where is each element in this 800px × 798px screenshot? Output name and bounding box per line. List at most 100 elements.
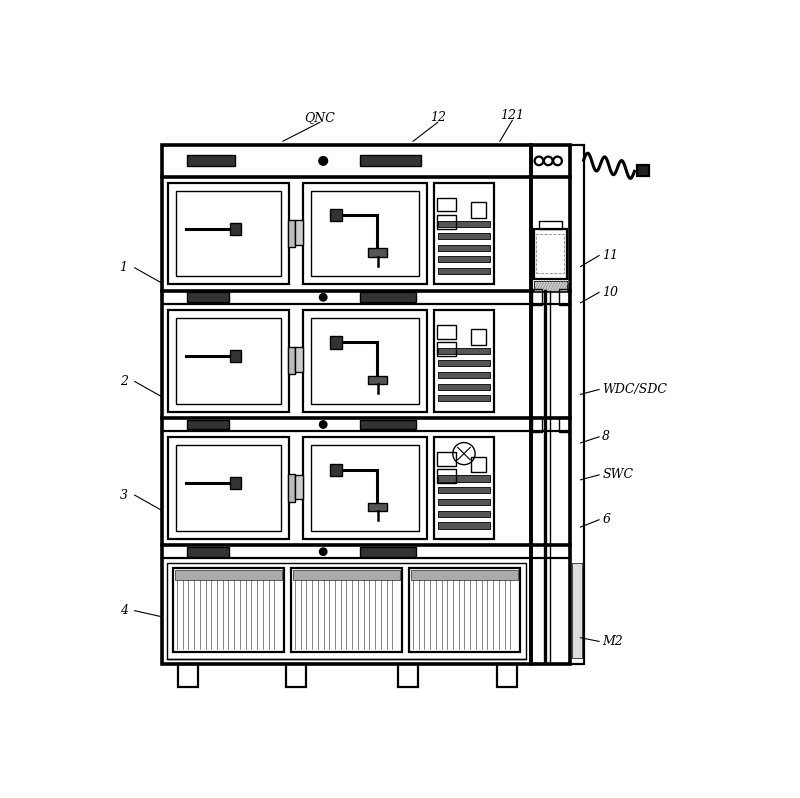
Text: 10: 10 <box>602 286 618 299</box>
Bar <box>295 475 302 500</box>
Bar <box>438 476 490 482</box>
Bar <box>438 372 490 378</box>
Bar <box>438 325 456 338</box>
Bar <box>411 570 518 580</box>
Bar <box>310 318 418 404</box>
Bar <box>302 310 426 412</box>
Bar <box>438 268 490 275</box>
Bar <box>438 215 456 228</box>
Bar <box>438 198 456 211</box>
Bar <box>167 563 526 659</box>
Text: M2: M2 <box>602 635 623 648</box>
Bar <box>572 563 582 658</box>
Bar <box>187 420 229 429</box>
Bar <box>534 281 567 290</box>
Text: WDC/SDC: WDC/SDC <box>602 383 667 396</box>
Bar <box>438 487 490 493</box>
Bar <box>168 310 289 412</box>
Bar <box>302 183 426 284</box>
Circle shape <box>319 156 327 165</box>
Bar <box>330 464 342 476</box>
Bar <box>369 376 387 385</box>
Circle shape <box>319 548 327 555</box>
Text: QNC: QNC <box>305 111 335 124</box>
Bar <box>470 330 486 345</box>
Bar <box>162 145 531 664</box>
Bar <box>438 384 490 389</box>
Bar <box>310 445 418 531</box>
Bar <box>434 310 494 412</box>
Bar <box>534 281 567 290</box>
Bar <box>168 183 289 284</box>
Bar <box>288 474 294 502</box>
Bar <box>291 567 402 652</box>
Bar <box>230 477 241 489</box>
Bar <box>438 452 456 466</box>
Bar <box>438 348 490 354</box>
Bar <box>470 456 486 472</box>
Bar <box>168 437 289 539</box>
Bar <box>531 145 570 664</box>
Bar <box>570 145 584 664</box>
Bar <box>361 292 416 302</box>
Bar <box>558 290 569 306</box>
Bar <box>361 156 421 167</box>
Bar <box>176 191 281 276</box>
Text: SWC: SWC <box>602 468 634 481</box>
Bar <box>361 547 416 557</box>
Bar <box>187 156 235 167</box>
Bar <box>532 417 542 433</box>
Bar <box>438 221 490 227</box>
Bar <box>534 229 567 279</box>
Text: 1: 1 <box>119 261 127 275</box>
Bar <box>398 664 418 688</box>
Bar <box>438 395 490 401</box>
Bar <box>288 219 294 247</box>
Text: 2: 2 <box>119 375 127 388</box>
Bar <box>470 202 486 218</box>
Bar <box>176 318 281 404</box>
Bar <box>230 350 241 362</box>
Bar <box>534 281 567 290</box>
Bar <box>173 567 284 652</box>
Text: 6: 6 <box>602 513 610 526</box>
Bar <box>438 511 490 517</box>
Bar <box>438 360 490 366</box>
Bar <box>230 223 241 235</box>
Bar <box>534 281 567 290</box>
Bar <box>438 244 490 251</box>
Bar <box>558 417 569 433</box>
Bar <box>534 281 567 290</box>
Bar <box>293 570 400 580</box>
Bar <box>537 234 564 274</box>
Bar <box>434 437 494 539</box>
Text: 8: 8 <box>602 430 610 443</box>
Text: 4: 4 <box>119 604 127 617</box>
Bar <box>302 437 426 539</box>
Text: 12: 12 <box>430 111 446 124</box>
Bar <box>361 420 416 429</box>
Bar <box>434 183 494 284</box>
Bar <box>534 281 567 290</box>
Bar <box>187 292 229 302</box>
Bar <box>176 445 281 531</box>
Text: 11: 11 <box>602 249 618 262</box>
Bar <box>175 570 282 580</box>
Bar <box>438 233 490 239</box>
Bar <box>534 281 567 290</box>
Bar <box>532 290 542 306</box>
Bar <box>286 664 306 688</box>
Circle shape <box>319 421 327 429</box>
Bar <box>369 503 387 512</box>
Bar <box>637 164 650 176</box>
Text: 121: 121 <box>500 109 524 122</box>
Bar <box>409 567 520 652</box>
Bar <box>438 499 490 505</box>
Bar <box>438 469 456 483</box>
Bar <box>438 523 490 528</box>
Text: 3: 3 <box>119 488 127 502</box>
Bar <box>288 347 294 374</box>
Bar <box>539 221 562 229</box>
Bar <box>330 209 342 221</box>
Bar <box>438 256 490 263</box>
